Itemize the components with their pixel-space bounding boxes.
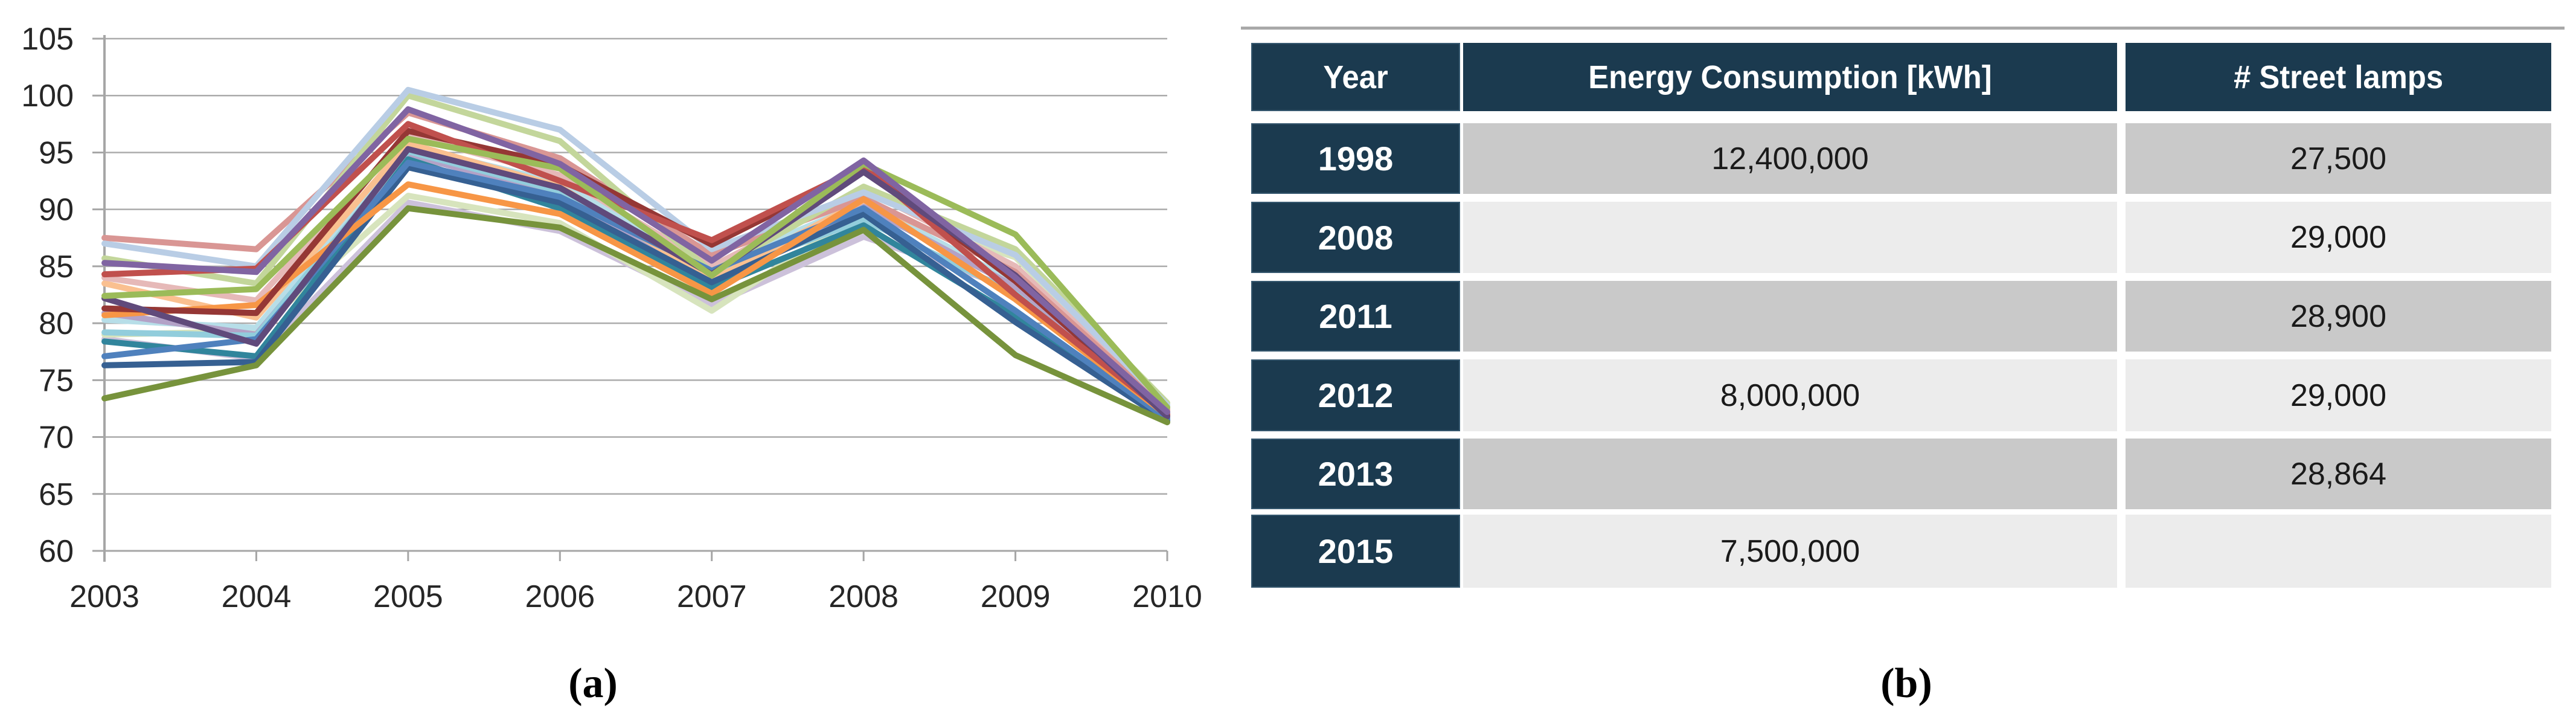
table-cell-lamps: 29,000 [2126, 202, 2551, 273]
caption-b: (b) [1880, 660, 1932, 707]
table-cell-energy [1463, 439, 2117, 509]
table-row-year: 2015 [1251, 515, 1460, 588]
x-axis-label: 2007 [677, 579, 747, 614]
y-axis-label: 100 [21, 79, 74, 114]
table-header-lamps: # Street lamps [2126, 43, 2551, 111]
table-header-energy: Energy Consumption [kWh] [1463, 43, 2117, 111]
chart-line-purple [101, 106, 1170, 416]
table-cell-energy [1463, 202, 2117, 273]
y-axis-label: 85 [39, 249, 74, 284]
x-axis-label: 2004 [222, 579, 292, 614]
chart-line-dark-blue [101, 164, 1170, 425]
table-cell-energy: 8,000,000 [1463, 359, 2117, 431]
chart-line-olive [101, 205, 1170, 426]
y-axis-label: 95 [39, 135, 74, 170]
table-cell-lamps: 29,000 [2126, 359, 2551, 431]
street-lamp-table: Year Energy Consumption [kWh] # Street l… [1251, 43, 2551, 588]
table-row-year: 2011 [1251, 281, 1460, 352]
x-axis-label: 2010 [1132, 579, 1202, 614]
y-axis-label: 90 [39, 193, 74, 228]
energy-line-chart: 60 65 70 75 80 85 90 95 100 105 2003 2004 2005 2006 20… [21, 22, 1202, 614]
x-axis-label: 2008 [828, 579, 899, 614]
table-header-energy-label: Energy Consumption [kWh] [1588, 59, 1992, 95]
table-row-year: 1998 [1251, 123, 1460, 194]
table-cell-energy: 12,400,000 [1463, 123, 2117, 194]
table-header-year-label: Year [1323, 59, 1388, 95]
table-cell-energy: 7,500,000 [1463, 515, 2117, 588]
y-axis-label: 65 [39, 477, 74, 512]
table-top-rule [1241, 27, 2565, 30]
table-header-year: Year [1251, 43, 1460, 111]
x-axis-label: 2005 [373, 579, 443, 614]
table-cell-lamps: 27,500 [2126, 123, 2551, 194]
x-axis-label: 2003 [69, 579, 139, 614]
y-axis-label: 60 [39, 534, 74, 569]
x-axis-label: 2009 [981, 579, 1051, 614]
table-cell-energy [1463, 281, 2117, 352]
table-cell-lamps: 28,864 [2126, 439, 2551, 509]
y-axis-label: 105 [21, 22, 74, 57]
caption-a: (a) [568, 660, 618, 707]
table-cell-lamps [2126, 515, 2551, 588]
chart-line-dark-red [101, 127, 1170, 419]
table-header-lamps-label: # Street lamps [2233, 59, 2444, 95]
chart-line-pale-blue [101, 86, 1170, 408]
table-row-year: 2008 [1251, 202, 1460, 273]
x-axis-label: 2006 [525, 579, 595, 614]
table-row-year: 2012 [1251, 359, 1460, 431]
y-axis-label: 70 [39, 420, 74, 455]
table-cell-lamps: 28,900 [2126, 281, 2551, 352]
y-axis-label: 80 [39, 306, 74, 341]
table-row-year: 2013 [1251, 439, 1460, 509]
y-axis-label: 75 [39, 363, 74, 398]
chart-line-green [101, 135, 1170, 411]
